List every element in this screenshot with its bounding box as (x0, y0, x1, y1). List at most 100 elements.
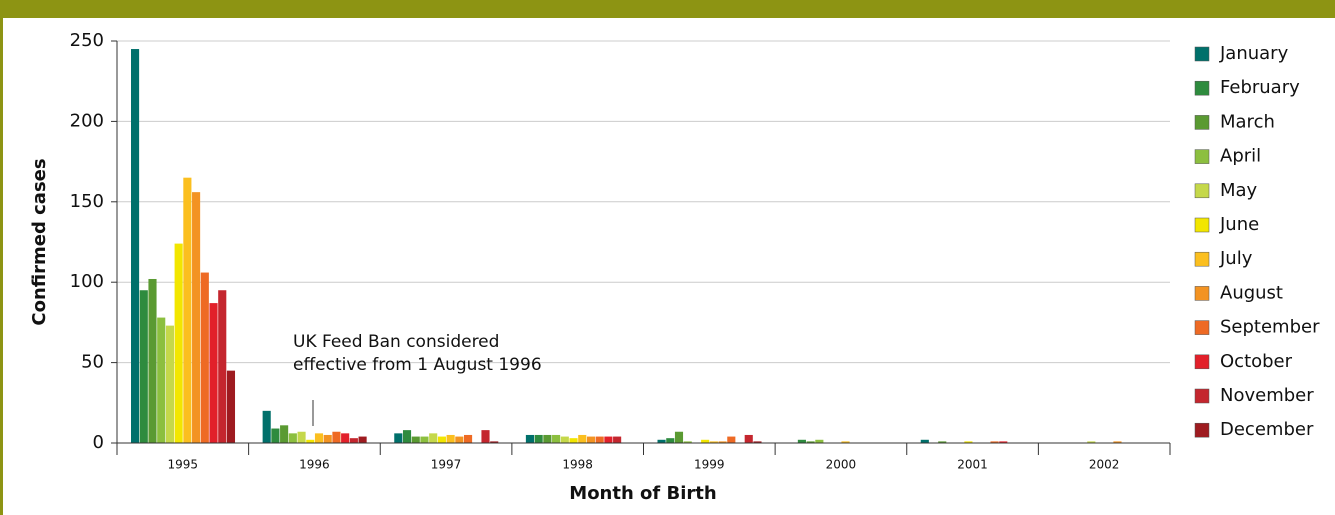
bar (262, 410, 271, 443)
bar (490, 441, 499, 443)
bar (964, 441, 973, 443)
bar (165, 325, 174, 443)
bar (481, 430, 490, 443)
bar (938, 441, 947, 443)
bar (323, 434, 332, 443)
bar (718, 441, 727, 443)
bar (218, 290, 227, 443)
bar (709, 441, 718, 443)
legend-label: April (1220, 146, 1261, 167)
x-tick-label: 2000 (826, 458, 857, 472)
legend-label: June (1219, 214, 1259, 235)
bar (1087, 441, 1096, 443)
x-tick-label: 2002 (1089, 458, 1120, 472)
bar (797, 439, 806, 443)
x-tick-label: 1995 (168, 458, 199, 472)
y-tick-label: 200 (70, 110, 104, 131)
bar (727, 436, 736, 443)
y-tick-label: 250 (70, 30, 104, 51)
annotation: UK Feed Ban considered (293, 332, 499, 352)
legend-swatch (1194, 354, 1210, 370)
legend-swatch (1194, 422, 1210, 438)
bar (209, 303, 218, 443)
bar (192, 192, 201, 443)
bar (226, 370, 236, 443)
bar (455, 436, 464, 443)
bar (595, 436, 604, 443)
x-tick-label: 2001 (957, 458, 988, 472)
bar (411, 436, 420, 443)
bar (183, 177, 192, 443)
bar (297, 431, 306, 443)
x-axis-label: Month of Birth (569, 483, 716, 504)
bar (586, 436, 596, 443)
bar (657, 439, 666, 443)
bar (999, 441, 1008, 443)
bar (806, 441, 815, 443)
bar (394, 433, 403, 443)
legend-label: July (1219, 248, 1253, 269)
legend-label: May (1220, 180, 1258, 201)
bar (420, 436, 429, 443)
bar (683, 441, 692, 443)
bar (753, 441, 762, 443)
legend-label: November (1220, 385, 1314, 406)
bar (402, 430, 412, 443)
annotation: effective from 1 August 1996 (293, 355, 542, 375)
bar (1113, 441, 1122, 443)
bar (314, 433, 324, 443)
bar (148, 278, 157, 443)
bar (920, 439, 929, 443)
bar (358, 436, 367, 443)
legend-swatch (1194, 183, 1210, 199)
legend-label: September (1220, 317, 1320, 338)
bar (349, 438, 358, 443)
left-border (0, 0, 3, 515)
bar (552, 434, 561, 443)
bar (701, 439, 710, 443)
y-tick-label: 0 (93, 432, 104, 453)
legend-swatch (1194, 388, 1210, 404)
bar (543, 434, 552, 443)
y-tick-label: 150 (70, 191, 104, 212)
legend-swatch (1194, 80, 1210, 96)
bar (990, 441, 999, 443)
bar (200, 272, 209, 443)
x-tick-label: 1997 (431, 458, 462, 472)
bar (332, 431, 341, 443)
bar (131, 49, 140, 443)
legend-label: March (1220, 111, 1275, 132)
bar (139, 290, 148, 443)
y-tick-label: 100 (70, 271, 104, 292)
legend-swatch (1194, 115, 1210, 130)
legend-label: February (1220, 77, 1300, 98)
y-axis-label: Confirmed cases (29, 158, 50, 325)
legend-swatch (1194, 149, 1210, 164)
bar (288, 433, 297, 443)
bar (604, 436, 613, 443)
bar (560, 436, 569, 443)
bar (174, 243, 183, 443)
legend-label: October (1220, 351, 1293, 372)
legend-swatch (1194, 251, 1210, 267)
legend-swatch (1194, 217, 1210, 233)
bar (429, 433, 438, 443)
top-banner (0, 0, 1335, 18)
x-tick-label: 1999 (694, 458, 725, 472)
bar (666, 438, 675, 443)
bar (446, 434, 455, 443)
legend-label: January (1219, 43, 1289, 64)
bar (841, 441, 850, 443)
bar (341, 433, 350, 443)
bar (157, 317, 166, 443)
bar (815, 439, 824, 443)
x-tick-label: 1998 (562, 458, 593, 472)
bar (569, 438, 578, 443)
legend-label: August (1220, 282, 1283, 303)
bar (280, 425, 289, 443)
bar (525, 434, 534, 443)
legend-swatch (1194, 320, 1210, 335)
bar (271, 428, 280, 443)
x-tick-label: 1996 (299, 458, 330, 472)
